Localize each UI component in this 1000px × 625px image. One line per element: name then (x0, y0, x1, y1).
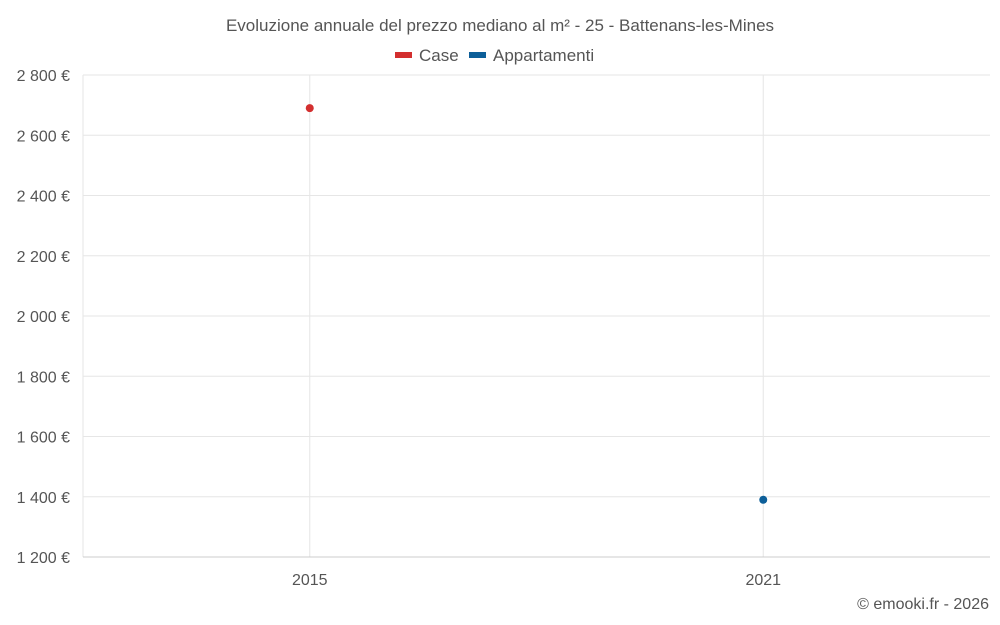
legend-swatch-appartamenti (469, 52, 486, 58)
chart-title: Evoluzione annuale del prezzo mediano al… (226, 16, 774, 35)
data-point-case-2015[interactable] (305, 104, 314, 113)
y-tick-label: 1 400 € (17, 490, 70, 507)
legend-item-case[interactable]: Case (395, 46, 459, 65)
y-tick-label: 1 800 € (17, 369, 70, 386)
data-points (305, 104, 768, 504)
x-tick-label: 2015 (292, 572, 328, 589)
y-axis: 2 800 € 2 600 € 2 400 € 2 200 € 2 000 € 1 800… (17, 68, 70, 567)
y-tick-label: 2 000 € (17, 309, 70, 326)
legend-label-appartamenti: Appartamenti (493, 46, 594, 65)
y-tick-label: 2 800 € (17, 68, 70, 85)
x-tick-label: 2021 (745, 572, 781, 589)
grid (82, 74, 990, 558)
y-tick-label: 2 600 € (17, 128, 70, 145)
y-tick-label: 2 200 € (17, 249, 70, 266)
credit-text: © emooki.fr - 2026 (857, 596, 989, 613)
x-axis: 2015 2021 (83, 556, 990, 589)
legend: Case Appartamenti (395, 46, 594, 65)
legend-label-case: Case (419, 46, 459, 65)
y-tick-label: 1 600 € (17, 430, 70, 447)
y-tick-label: 1 200 € (17, 550, 70, 567)
legend-swatch-case (395, 52, 412, 58)
legend-item-appartamenti[interactable]: Appartamenti (469, 46, 594, 65)
data-point-appartamenti-2021[interactable] (759, 495, 768, 504)
y-tick-label: 2 400 € (17, 189, 70, 206)
